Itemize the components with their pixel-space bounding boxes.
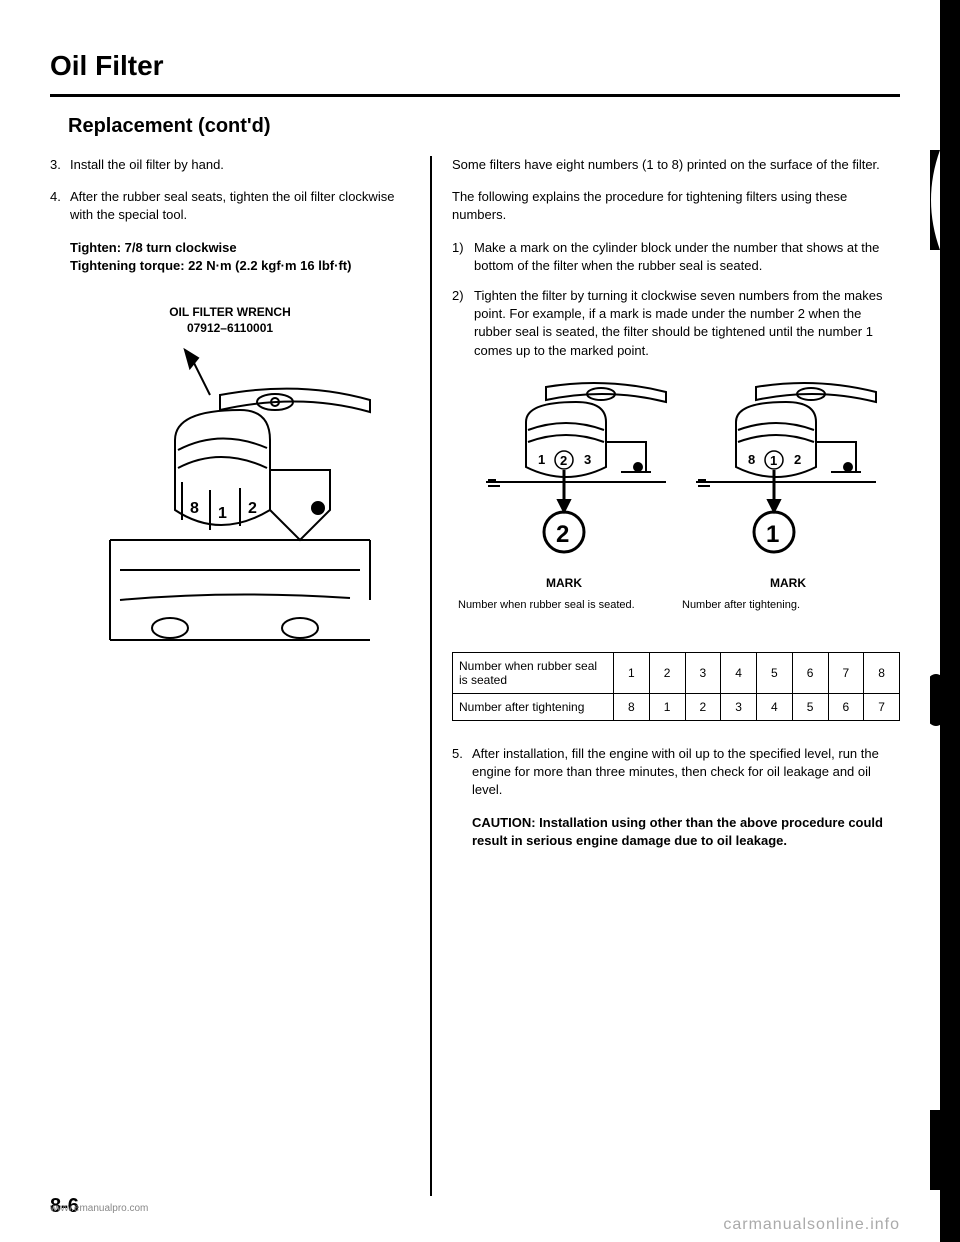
cell: 1 [614,652,650,693]
cell: 8 [864,652,900,693]
step-3-num: 3. [50,156,70,174]
watermark-right: carmanualsonline.info [723,1216,900,1234]
cell: 6 [792,652,828,693]
section-title: Replacement (cont'd) [68,115,900,138]
step-4: 4. After the rubber seal seats, tighten … [50,188,410,275]
fig-caption-left: Number when rubber seal is seated. [452,598,676,612]
svg-text:1: 1 [218,505,227,522]
cell: 2 [649,652,685,693]
svg-text:8: 8 [748,452,755,467]
mark-label-left: MARK [546,576,582,590]
cell: 3 [685,652,721,693]
substep-1-num: 1) [452,239,474,275]
cell: 5 [757,652,793,693]
substep-2-text: Tighten the filter by turning it clockwi… [474,287,900,360]
page-title: Oil Filter [50,50,900,82]
step-3: 3. Install the oil filter by hand. [50,156,410,174]
svg-text:1: 1 [770,453,777,468]
row2-label: Number after tightening [453,693,614,720]
step-5-text: After installation, fill the engine with… [472,745,900,800]
table-row: Number after tightening 8 1 2 3 4 5 6 7 [453,693,900,720]
substep-2: 2) Tighten the filter by turning it cloc… [452,287,900,360]
watermark-left: www.emanualpro.com [50,1203,148,1214]
cell: 4 [757,693,793,720]
fig-caption-right: Number after tightening. [676,598,900,612]
svg-text:1: 1 [766,521,779,548]
intro-2: The following explains the procedure for… [452,188,900,224]
substep-1: 1) Make a mark on the cylinder block und… [452,239,900,275]
svg-text:1: 1 [538,452,545,467]
left-column: 3. Install the oil filter by hand. 4. Af… [50,156,430,1196]
svg-text:3: 3 [584,452,591,467]
cell: 7 [864,693,900,720]
svg-text:2: 2 [794,452,801,467]
table-row: Number when rubber seal is seated 1 2 3 … [453,652,900,693]
svg-text:2: 2 [248,500,257,517]
tighten-line1: Tighten: 7/8 turn clockwise [70,239,410,257]
wrench-label: OIL FILTER WRENCH 07912–6110001 [50,305,410,336]
cell: 2 [685,693,721,720]
caution-label: CAUTION: [472,815,536,830]
intro-1: Some filters have eight numbers (1 to 8)… [452,156,900,174]
cell: 8 [614,693,650,720]
number-table: Number when rubber seal is seated 1 2 3 … [452,652,900,721]
cell: 6 [828,693,864,720]
right-column: Some filters have eight numbers (1 to 8)… [432,156,900,1196]
title-rule [50,94,900,97]
substep-1-text: Make a mark on the cylinder block under … [474,239,900,275]
tighten-line2: Tightening torque: 22 N·m (2.2 kgf·m 16 … [70,257,410,275]
step-3-text: Install the oil filter by hand. [70,156,410,174]
cell: 3 [721,693,757,720]
wrench-label-line2: 07912–6110001 [187,321,273,335]
filter-wrench-figure: 8 1 2 [70,340,390,650]
cell: 4 [721,652,757,693]
step-5-num: 5. [452,745,472,850]
substep-2-num: 2) [452,287,474,360]
wrench-label-line1: OIL FILTER WRENCH [169,305,291,319]
step-4-text: After the rubber seal seats, tighten the… [70,188,410,224]
tightening-figure: 1 2 3 2 [466,372,886,572]
svg-text:2: 2 [560,453,567,468]
cell: 7 [828,652,864,693]
cell: 1 [649,693,685,720]
svg-text:2: 2 [556,521,569,548]
step-4-num: 4. [50,188,70,275]
row1-label: Number when rubber seal is seated [453,652,614,693]
svg-text:8: 8 [190,500,199,517]
mark-label-right: MARK [770,576,806,590]
side-tabs [930,0,960,1242]
step-5: 5. After installation, fill the engine w… [452,745,900,850]
cell: 5 [792,693,828,720]
